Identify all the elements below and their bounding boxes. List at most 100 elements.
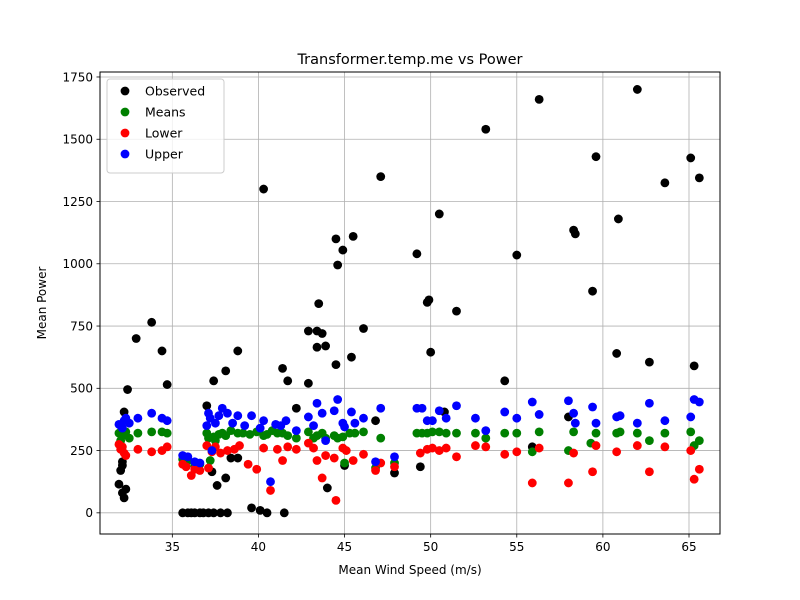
- lower-point: [162, 442, 172, 452]
- observed-point: [686, 153, 696, 163]
- upper-point: [534, 410, 544, 419]
- chart-title: Transformer.temp.me vs Power: [296, 52, 522, 68]
- y-tick-label: 1500: [62, 133, 93, 147]
- observed-point: [390, 468, 399, 478]
- lower-point: [243, 459, 253, 469]
- lower-point: [341, 446, 351, 455]
- upper-point: [228, 418, 238, 428]
- lower-point: [272, 444, 282, 454]
- observed-point: [570, 229, 580, 239]
- lower-point: [133, 444, 143, 454]
- observed-point: [534, 94, 544, 104]
- observed-point: [314, 299, 324, 309]
- x-tick-label: 55: [509, 540, 524, 554]
- upper-point: [195, 458, 205, 468]
- observed-point: [209, 508, 219, 518]
- observed-point: [359, 324, 368, 333]
- observed-point: [278, 363, 287, 373]
- observed-point: [321, 341, 331, 351]
- upper-point: [588, 402, 597, 412]
- means-point: [338, 432, 348, 442]
- means-point: [162, 428, 172, 438]
- axis-ticks: 35 40 45 50 55 60 65 0 250 500 750 1000 1250 1500 1750: [62, 70, 696, 554]
- upper-point: [390, 452, 399, 462]
- observed-point: [333, 260, 343, 270]
- means-point: [226, 426, 236, 436]
- lower-point: [689, 474, 699, 484]
- observed-point: [226, 453, 236, 463]
- upper-point: [333, 395, 343, 404]
- means-point: [686, 427, 696, 437]
- upper-point: [570, 418, 580, 428]
- plot-frame: [99, 71, 721, 535]
- means-point: [534, 427, 544, 437]
- means-point: [133, 428, 143, 438]
- upper-point: [124, 418, 134, 428]
- upper-point: [644, 398, 654, 408]
- observed-point: [162, 380, 172, 389]
- means-point: [147, 427, 157, 437]
- means-point: [427, 427, 437, 437]
- upper-point: [317, 408, 327, 418]
- upper-point: [660, 416, 670, 426]
- means-point: [632, 428, 642, 438]
- upper-point: [281, 416, 291, 426]
- observed-point: [424, 295, 434, 305]
- upper-point: [694, 397, 704, 407]
- upper-point: [632, 418, 642, 428]
- upper-point: [350, 418, 360, 428]
- x-tick-label: 45: [337, 540, 352, 554]
- means-point: [527, 447, 537, 457]
- upper-point: [564, 396, 573, 406]
- lower-point: [371, 466, 380, 475]
- observed-point: [212, 481, 222, 490]
- means-point: [615, 427, 625, 437]
- lower-point: [452, 452, 461, 462]
- observed-point: [588, 286, 597, 296]
- upper-point: [434, 406, 444, 416]
- upper-point: [202, 421, 212, 431]
- upper-point: [591, 418, 601, 428]
- lower-point: [312, 456, 322, 465]
- means-point: [644, 436, 654, 446]
- observed-point: [233, 346, 243, 356]
- lower-point: [331, 495, 341, 505]
- means-point: [452, 428, 461, 438]
- lower-point: [181, 462, 191, 472]
- y-tick-label: 750: [70, 319, 93, 333]
- observed-point: [412, 249, 422, 259]
- lower-point: [223, 446, 232, 455]
- means-point: [350, 428, 360, 438]
- legend-label-lower: Lower: [145, 126, 183, 141]
- means-point: [471, 428, 480, 438]
- means-point: [512, 428, 522, 438]
- legend-label-observed: Observed: [145, 84, 205, 99]
- upper-point: [481, 426, 491, 436]
- upper-point: [452, 401, 461, 411]
- observed-point: [632, 85, 642, 94]
- lower-point: [612, 447, 622, 457]
- means-point: [500, 428, 510, 438]
- lower-point: [481, 442, 491, 452]
- observed-point: [434, 209, 444, 219]
- lower-point: [291, 444, 301, 454]
- observed-point: [331, 234, 341, 244]
- lower-point: [390, 462, 399, 472]
- upper-point: [615, 411, 625, 421]
- upper-point: [417, 403, 427, 413]
- legend-label-upper: Upper: [145, 147, 184, 162]
- observed-point: [591, 152, 601, 162]
- lower-point: [321, 451, 331, 460]
- lower-point: [686, 446, 696, 455]
- observed-point: [221, 366, 231, 376]
- lower-point: [569, 448, 579, 458]
- observed-point: [119, 493, 129, 503]
- means-point: [359, 427, 368, 437]
- observed-point: [376, 172, 386, 182]
- upper-point: [309, 421, 318, 431]
- lower-point: [644, 467, 654, 477]
- legend-marker-observed: [120, 86, 130, 96]
- lower-point: [266, 486, 275, 495]
- lower-point: [317, 473, 327, 483]
- observed-point: [426, 347, 436, 357]
